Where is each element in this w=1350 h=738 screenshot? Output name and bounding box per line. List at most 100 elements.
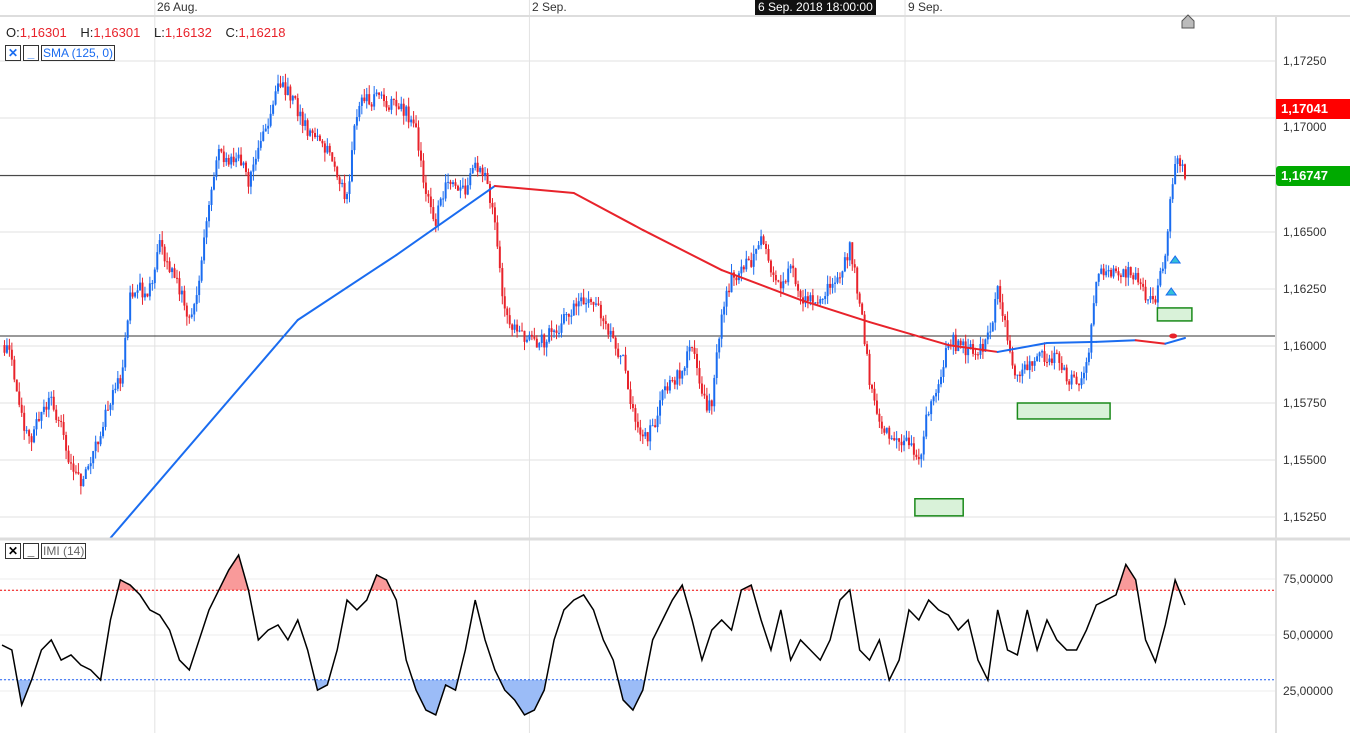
- candle-body: [1001, 302, 1004, 316]
- candle-body: [656, 415, 659, 428]
- candle-body: [1016, 374, 1019, 376]
- y-tick-label: 1,17000: [1283, 119, 1327, 134]
- candle-body: [87, 466, 90, 470]
- sma-segment: [720, 269, 802, 301]
- candle-body: [853, 264, 856, 268]
- candle-body: [895, 438, 898, 441]
- candle-body: [548, 328, 551, 342]
- candle-body: [227, 157, 230, 165]
- candle-body: [141, 282, 144, 298]
- candle-body: [208, 204, 211, 222]
- candle-body: [1053, 352, 1056, 363]
- candle-body: [967, 347, 970, 356]
- candle-body: [627, 370, 630, 390]
- candle-body: [959, 340, 962, 346]
- imi-legend-label[interactable]: IMI (14): [41, 543, 87, 559]
- candle-body: [190, 314, 193, 317]
- candle-body: [1142, 283, 1145, 287]
- candle-body: [1004, 315, 1007, 321]
- candle-body: [582, 297, 585, 305]
- candle-body: [30, 436, 33, 443]
- candle-body: [789, 265, 792, 269]
- candle-body: [92, 451, 95, 464]
- candle-body: [129, 292, 132, 321]
- candle-body: [402, 103, 405, 116]
- candle-body: [225, 157, 228, 163]
- candle-body: [503, 296, 506, 309]
- candle-body: [698, 368, 701, 384]
- scroll-up-arrow-icon: [1181, 14, 1195, 29]
- candle-body: [947, 344, 950, 349]
- candle-body: [609, 330, 612, 335]
- candle-body: [602, 318, 605, 322]
- candle-body: [718, 338, 721, 353]
- candle-body: [222, 151, 225, 163]
- candle-body: [304, 120, 307, 126]
- candle-body: [94, 441, 97, 452]
- candle-body: [1087, 352, 1090, 363]
- candle-body: [311, 130, 314, 134]
- candle-body: [407, 106, 410, 123]
- candle-body: [750, 260, 753, 267]
- candle-body: [1028, 361, 1031, 371]
- candle-body: [757, 245, 760, 249]
- candle-body: [217, 149, 220, 161]
- sma-legend: ✕ _ SMA (125, 0): [5, 45, 116, 61]
- candle-body: [700, 383, 703, 394]
- minimize-icon[interactable]: _: [23, 543, 39, 559]
- candle-body: [498, 246, 501, 269]
- candle-body: [392, 98, 395, 100]
- candle-body: [10, 349, 13, 360]
- candle-body: [452, 182, 455, 185]
- candle-body: [136, 290, 139, 293]
- y-tick-label: 1,16000: [1283, 339, 1327, 353]
- candle-body: [742, 266, 745, 270]
- candle-body: [590, 299, 593, 302]
- candle-body: [806, 296, 809, 302]
- candle-body: [1043, 351, 1046, 362]
- candle-body: [1026, 364, 1029, 371]
- candle-body: [55, 409, 58, 420]
- candle-body: [400, 103, 403, 110]
- candle-body: [70, 462, 73, 464]
- candle-body: [597, 303, 600, 305]
- candle-body: [493, 207, 496, 223]
- candle-body: [836, 277, 839, 283]
- candle-body: [814, 302, 817, 304]
- candle-body: [725, 290, 728, 307]
- candle-body: [131, 292, 134, 297]
- candle-body: [799, 290, 802, 298]
- candle-body: [986, 332, 989, 340]
- frame: [0, 14, 1350, 733]
- candle-body: [321, 140, 324, 144]
- candle-body: [878, 413, 881, 422]
- candle-body: [178, 278, 181, 295]
- candle-body: [346, 193, 349, 200]
- candle-body: [634, 408, 637, 422]
- candle-body: [397, 106, 400, 110]
- candle-body: [168, 261, 171, 273]
- close-x-icon[interactable]: ✕: [5, 45, 21, 61]
- candle-body: [281, 82, 284, 87]
- candle-body: [464, 185, 467, 195]
- sma-legend-label[interactable]: SMA (125, 0): [41, 45, 116, 61]
- candle-body: [683, 367, 686, 372]
- annotation-rectangle: [1156, 307, 1193, 322]
- close-x-icon[interactable]: ✕: [5, 543, 21, 559]
- candle-body: [772, 272, 775, 276]
- candle-body: [348, 181, 351, 194]
- candle-body: [383, 94, 386, 102]
- candle-body: [774, 275, 777, 281]
- candle-body: [888, 427, 891, 439]
- candle-body: [474, 162, 477, 168]
- candle-body: [641, 434, 644, 437]
- candle-body: [765, 243, 768, 249]
- minimize-icon[interactable]: _: [23, 45, 39, 61]
- annotations[interactable]: [914, 255, 1193, 517]
- candle-body: [126, 320, 129, 338]
- candle-body: [617, 348, 620, 357]
- candle-body: [829, 283, 832, 288]
- sma-segment: [493, 184, 575, 195]
- candle-body: [355, 117, 358, 126]
